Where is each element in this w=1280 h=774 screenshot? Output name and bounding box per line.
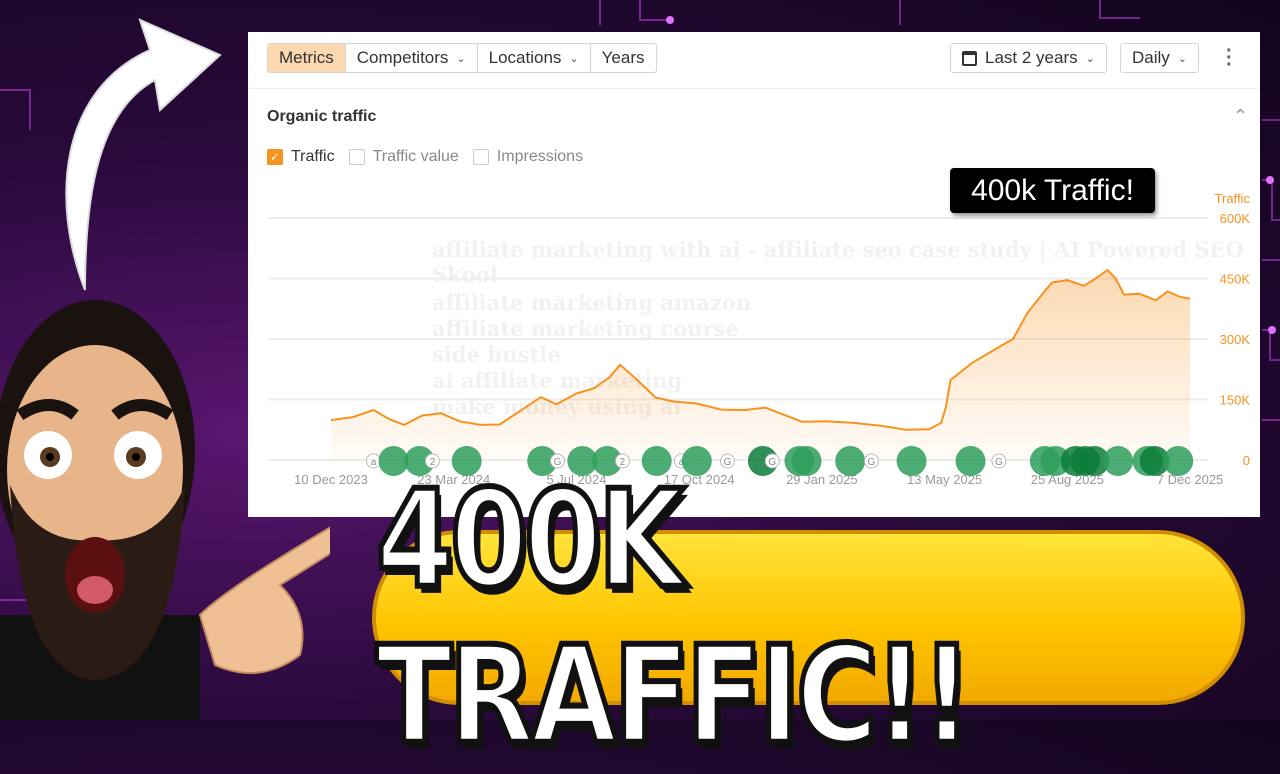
- x-tick-label: 5 Jul 2024: [546, 472, 606, 487]
- watermark-headline: affiliate marketing with ai - affiliate …: [432, 237, 1244, 287]
- checkbox-box: [348, 149, 365, 165]
- banner-text: 400K TRAFFIC!!: [374, 458, 975, 774]
- presenter-illustration: [0, 285, 369, 720]
- y-tick-label: 0: [1243, 453, 1250, 468]
- chevron-down-icon: ⌄: [456, 52, 466, 65]
- annotation-marker: [719, 453, 735, 469]
- checkbox-label: Traffic value: [372, 148, 459, 165]
- y-tick-label: 300K: [1220, 332, 1251, 347]
- annotation-marker: [863, 453, 879, 469]
- annotation-marker: [424, 453, 440, 469]
- granularity-label: Daily: [1132, 48, 1170, 67]
- headline-banner: 400K TRAFFIC!!: [372, 458, 1245, 774]
- y-tick-label: 450K: [1220, 272, 1251, 287]
- tab-label: Locations: [488, 48, 562, 67]
- chevron-down-icon: ⌄: [1085, 52, 1095, 65]
- section-title: Organic traffic: [267, 108, 377, 125]
- update-marker: [955, 446, 986, 476]
- checkbox-label: Traffic: [291, 148, 335, 165]
- tab-years[interactable]: Years: [591, 44, 656, 72]
- chevron-down-icon: ⌄: [569, 52, 579, 65]
- x-tick-label: 17 Oct 2024: [664, 472, 735, 487]
- y-axis-label: Traffic: [1215, 191, 1251, 206]
- tab-metrics[interactable]: Metrics: [268, 44, 346, 72]
- tab-competitors[interactable]: Competitors ⌄: [346, 44, 478, 72]
- traffic-chart: 0 150K 300K 450K 600K Traffic 10 Dec 2023 23 Ma…: [268, 191, 1251, 487]
- update-marker: [1079, 446, 1110, 476]
- annotation-marker-label: 2: [430, 457, 436, 468]
- traffic-line: [330, 269, 1191, 431]
- date-range-dropdown[interactable]: Last 2 years ⌄: [950, 43, 1107, 73]
- checkbox-traffic[interactable]: ✓ Traffic: [267, 148, 335, 166]
- update-marker: [791, 446, 822, 476]
- annotation-marker-label: G: [554, 457, 562, 468]
- update-marker: [527, 446, 558, 476]
- tab-label: Years: [601, 48, 645, 67]
- x-tick-label: 7 Dec 2025: [1157, 472, 1224, 487]
- granularity-dropdown[interactable]: Daily ⌄: [1120, 43, 1200, 73]
- y-tick-label: 600K: [1220, 211, 1251, 226]
- checkbox-label: Impressions: [496, 148, 584, 165]
- annotation-marker-label: 2: [620, 457, 626, 468]
- chevron-up-icon[interactable]: ⌃: [1232, 106, 1248, 126]
- annotation-marker: [550, 453, 566, 469]
- tab-label: Competitors: [356, 48, 449, 67]
- tab-label: Metrics: [279, 48, 334, 67]
- annotation-marker-label: a: [679, 457, 685, 468]
- calendar-icon: [962, 50, 977, 66]
- metrics-tab-group: Metrics Competitors ⌄ Locations ⌄ Years: [267, 43, 657, 73]
- annotation-marker: [991, 453, 1007, 469]
- update-marker: [681, 446, 712, 476]
- annotation-marker-label: G: [724, 457, 732, 468]
- update-marker: [378, 446, 409, 476]
- annotation-marker: [614, 453, 630, 469]
- update-marker: [567, 446, 598, 476]
- watermark-line: affiliate marketing amazon: [432, 290, 752, 315]
- update-marker: [451, 446, 482, 476]
- update-marker: [1103, 446, 1134, 476]
- x-tick-label: 13 May 2025: [907, 472, 982, 487]
- divider: [248, 88, 1260, 89]
- update-marker: [641, 446, 672, 476]
- checkmark-icon: ✓: [267, 149, 283, 165]
- watermark-line: side hustle: [432, 342, 561, 367]
- y-tick-label: 150K: [1220, 393, 1251, 408]
- chevron-down-icon: ⌄: [1177, 52, 1188, 65]
- checkbox-impressions[interactable]: Impressions: [472, 148, 584, 166]
- update-marker: [1139, 446, 1170, 476]
- update-marker: [747, 446, 778, 476]
- kebab-icon[interactable]: · · ·: [1226, 40, 1233, 76]
- annotation-marker: [764, 453, 780, 469]
- traffic-area: [331, 270, 1191, 460]
- checkbox-box: [472, 149, 489, 165]
- annotation-marker-label: G: [868, 457, 876, 468]
- annotation-marker-label: a: [371, 457, 377, 468]
- update-marker: [896, 446, 927, 476]
- update-marker: [1163, 446, 1194, 476]
- annotation-marker-label: G: [995, 457, 1003, 468]
- curved-arrow: [65, 18, 222, 291]
- update-marker: [592, 446, 623, 476]
- tab-locations[interactable]: Locations ⌄: [478, 44, 591, 72]
- update-marker: [835, 446, 866, 476]
- x-tick-label: 10 Dec 2023: [294, 472, 368, 487]
- watermark-line: affiliate marketing course: [432, 316, 739, 341]
- date-range-label: Last 2 years: [985, 48, 1078, 67]
- update-marker: [404, 446, 435, 476]
- organic-traffic-panel: Metrics Competitors ⌄ Locations ⌄ Years La…: [248, 32, 1260, 517]
- callout-label: 400k Traffic!: [950, 168, 1155, 213]
- annotation-marker-label: G: [768, 457, 776, 468]
- x-tick-label: 23 Mar 2024: [417, 472, 490, 487]
- checkbox-traffic-value[interactable]: Traffic value: [348, 148, 459, 166]
